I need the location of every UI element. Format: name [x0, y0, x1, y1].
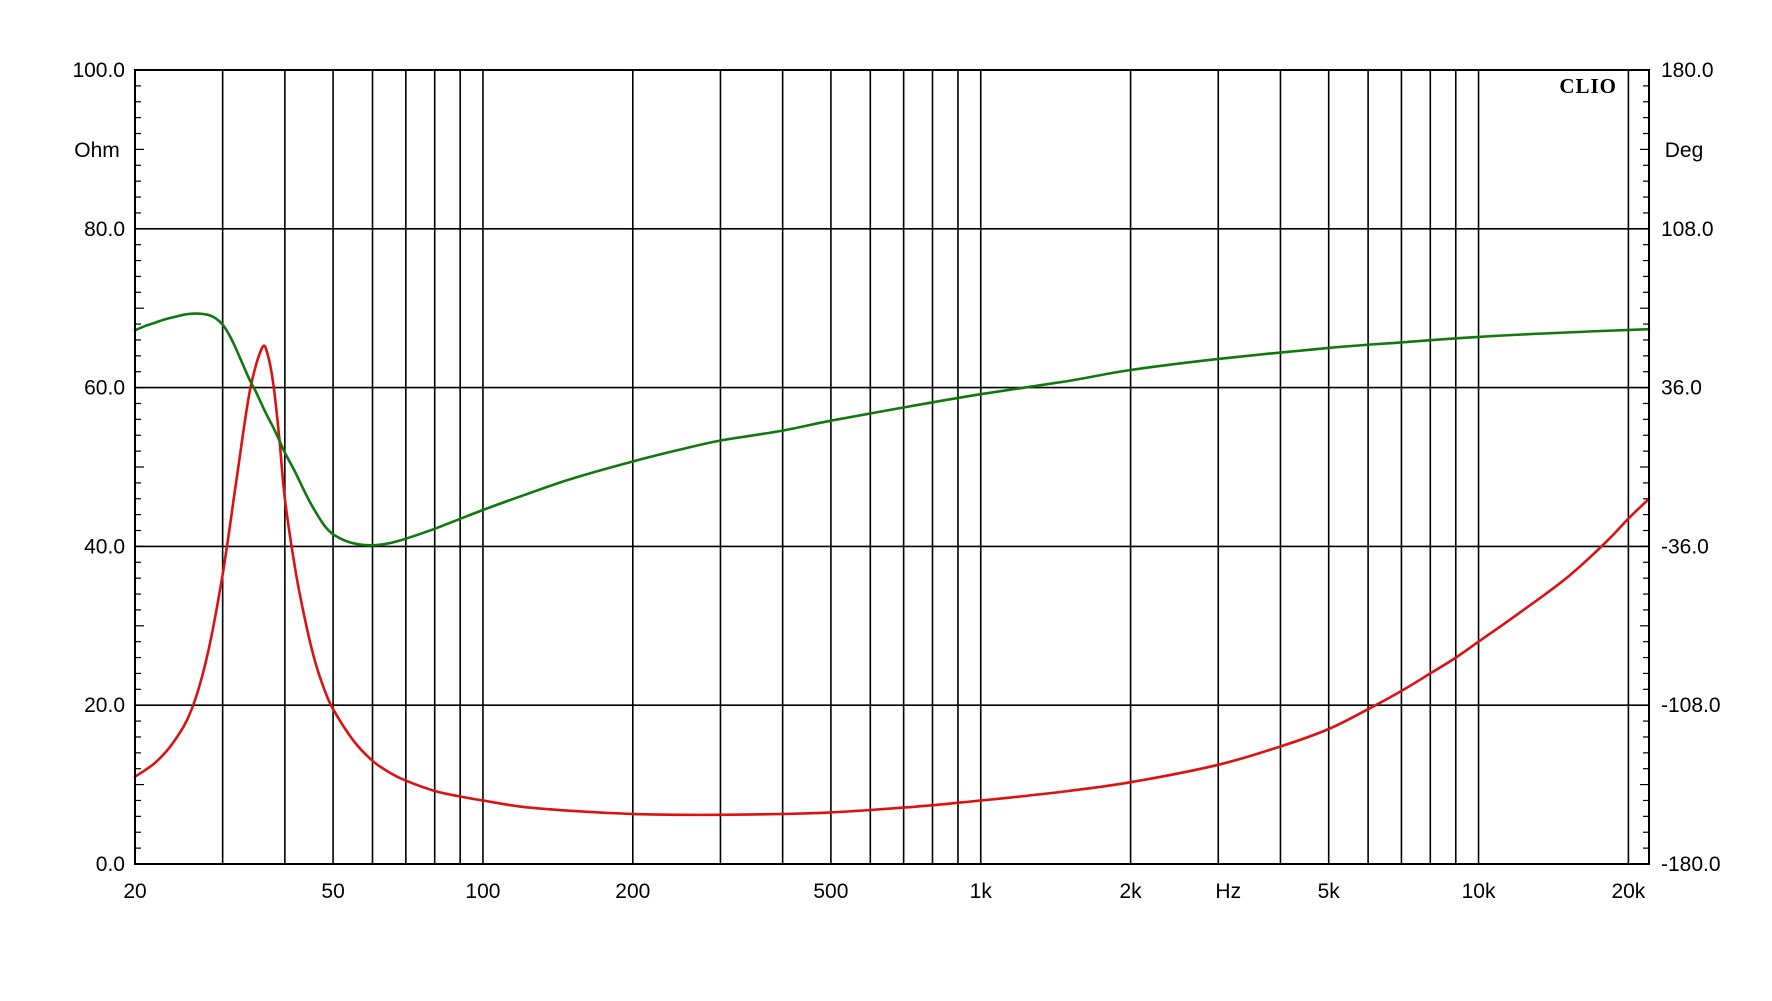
right-tick-label: 180.0: [1661, 59, 1714, 82]
x-tick-label: 1k: [970, 880, 993, 903]
phase-series-line: [133, 312, 1651, 547]
left-axis-unit: Ohm: [74, 139, 120, 162]
x-tick-label: 10k: [1462, 880, 1496, 903]
right-tick-label: -180.0: [1661, 853, 1721, 876]
right-tick-label: 36.0: [1661, 377, 1702, 400]
x-tick-label: 100: [465, 880, 500, 903]
x-axis-unit: Hz: [1215, 880, 1241, 903]
left-tick-label: 80.0: [84, 218, 125, 241]
x-tick-label: 2k: [1120, 880, 1143, 903]
grid: [135, 70, 1649, 864]
right-tick-label: -36.0: [1661, 535, 1709, 558]
plot-frame: [134, 69, 1650, 865]
left-tick-label: 20.0: [84, 694, 125, 717]
right-tick-label: 108.0: [1661, 218, 1714, 241]
series: [133, 312, 1651, 817]
left-tick-label: 40.0: [84, 535, 125, 558]
right-tick-label: -108.0: [1661, 694, 1721, 717]
left-tick-label: 0.0: [96, 853, 125, 876]
x-tick-label: 50: [321, 880, 344, 903]
x-tick-label: 5k: [1318, 880, 1341, 903]
left-tick-label: 100.0: [72, 59, 125, 82]
brand-logo: CLIO: [1559, 74, 1617, 98]
impedance-series-line: [133, 344, 1651, 817]
axis-ticks: [135, 85, 1649, 849]
x-tick-label: 20k: [1611, 880, 1645, 903]
left-tick-label: 60.0: [84, 377, 125, 400]
x-tick-label: 200: [615, 880, 650, 903]
x-tick-label: 20: [123, 880, 146, 903]
axis-labels: 0.0 20.0 40.0 60.0 80.0 100.0 -180.0 -108.0 -36.…: [72, 59, 1720, 903]
x-tick-label: 500: [813, 880, 848, 903]
right-axis-unit: Deg: [1665, 139, 1704, 162]
